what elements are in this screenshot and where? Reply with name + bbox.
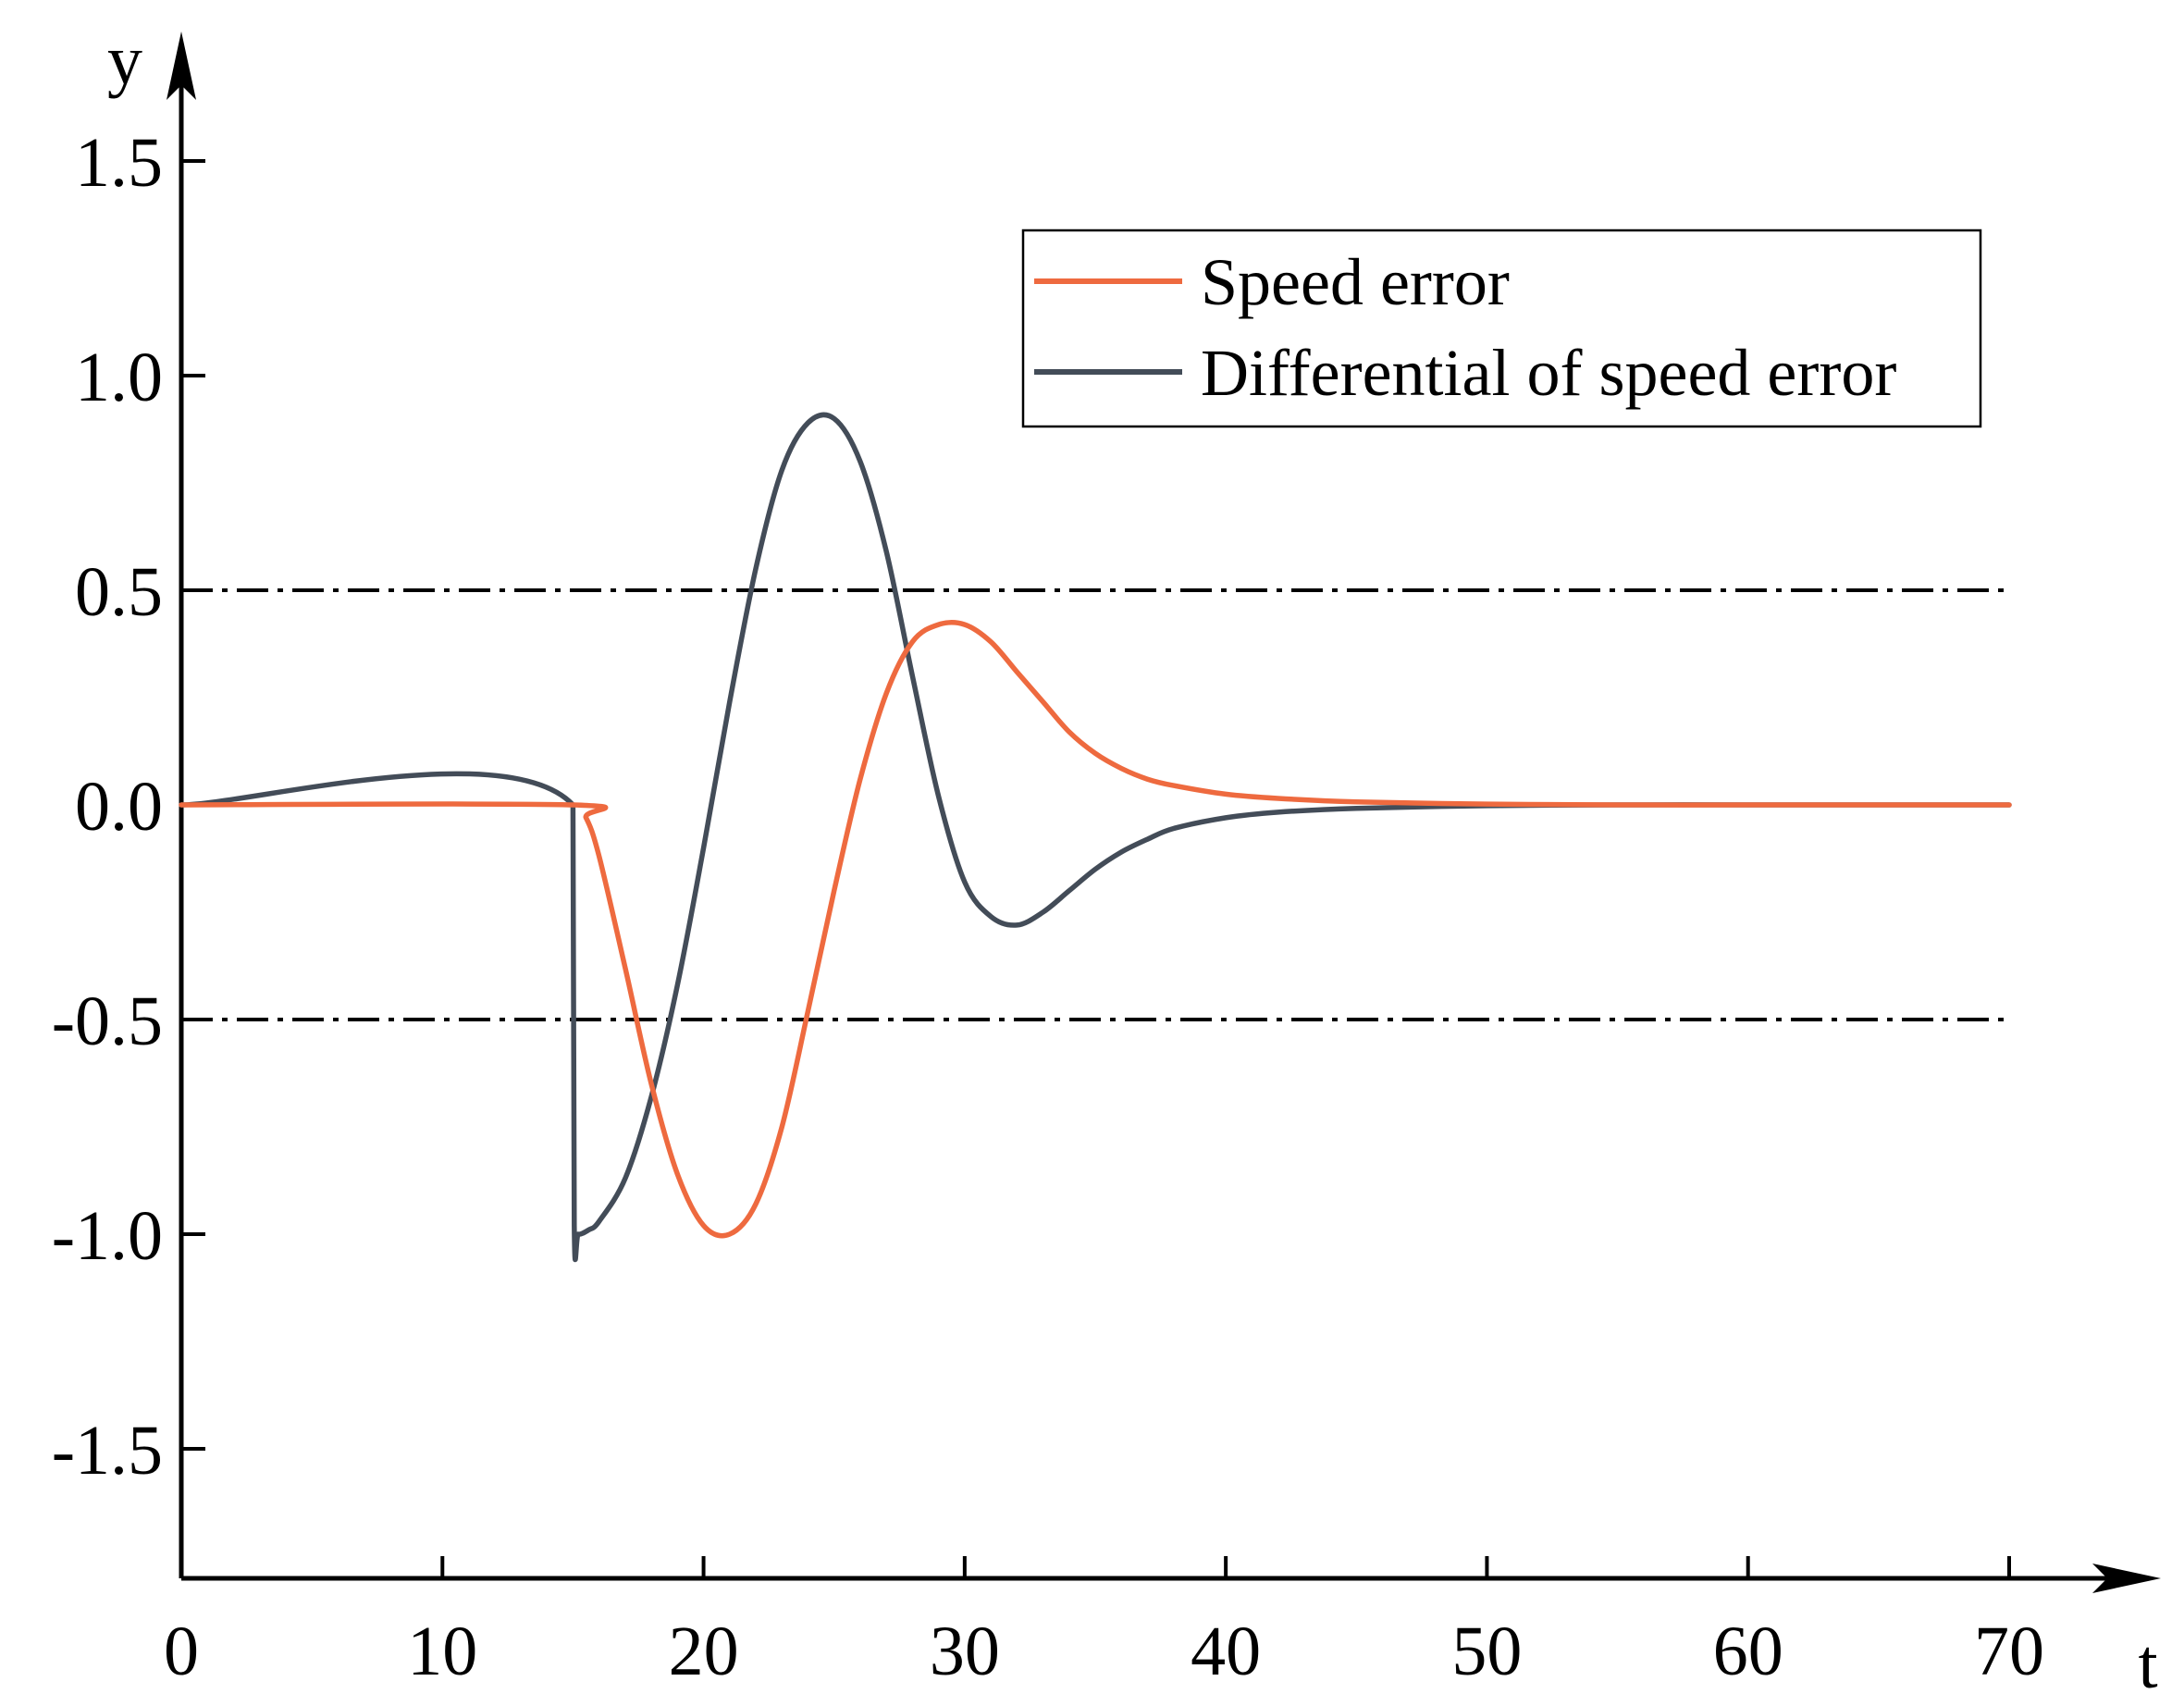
y-tick-label: 1.0 — [75, 339, 163, 416]
reference-lines — [181, 588, 2009, 1021]
legend-label-speed-error: Speed error — [1201, 245, 1510, 319]
x-axis-arrow-icon — [2092, 1564, 2161, 1593]
y-ticks: 1.5 1.0 0.5 0.0 -0.5 -1.0 -1.5 — [52, 124, 205, 1490]
y-tick-label: -1.5 — [52, 1412, 163, 1490]
series-line-differential — [179, 412, 2012, 1263]
x-tick-label: 0 — [164, 1613, 199, 1690]
y-axis-arrow-icon — [167, 31, 196, 100]
x-tick-label: 10 — [407, 1613, 477, 1690]
x-ticks: 0 10 20 30 40 50 60 70 — [164, 1556, 2044, 1690]
x-tick-label: 30 — [930, 1613, 1000, 1690]
x-tick-label: 50 — [1451, 1613, 1522, 1690]
x-tick-label: 70 — [1974, 1613, 2044, 1690]
y-tick-label: 0.0 — [75, 768, 163, 846]
y-tick-label: 0.5 — [75, 553, 163, 631]
y-axis-label: y — [107, 21, 142, 99]
legend-box — [1021, 229, 1982, 428]
y-tick-label: -0.5 — [52, 983, 163, 1060]
x-tick-label: 20 — [669, 1613, 739, 1690]
legend-label-differential: Differential of speed error — [1201, 336, 1896, 410]
y-tick-label: -1.0 — [52, 1197, 163, 1275]
x-tick-label: 40 — [1191, 1613, 1261, 1690]
legend: Speed error Differential of speed error — [1021, 229, 1982, 428]
series-line-speed-error — [179, 620, 2012, 1239]
y-tick-label: 1.5 — [75, 124, 163, 202]
series-group — [179, 412, 2012, 1263]
x-tick-label: 60 — [1713, 1613, 1783, 1690]
x-axis-label: t — [2138, 1626, 2157, 1703]
